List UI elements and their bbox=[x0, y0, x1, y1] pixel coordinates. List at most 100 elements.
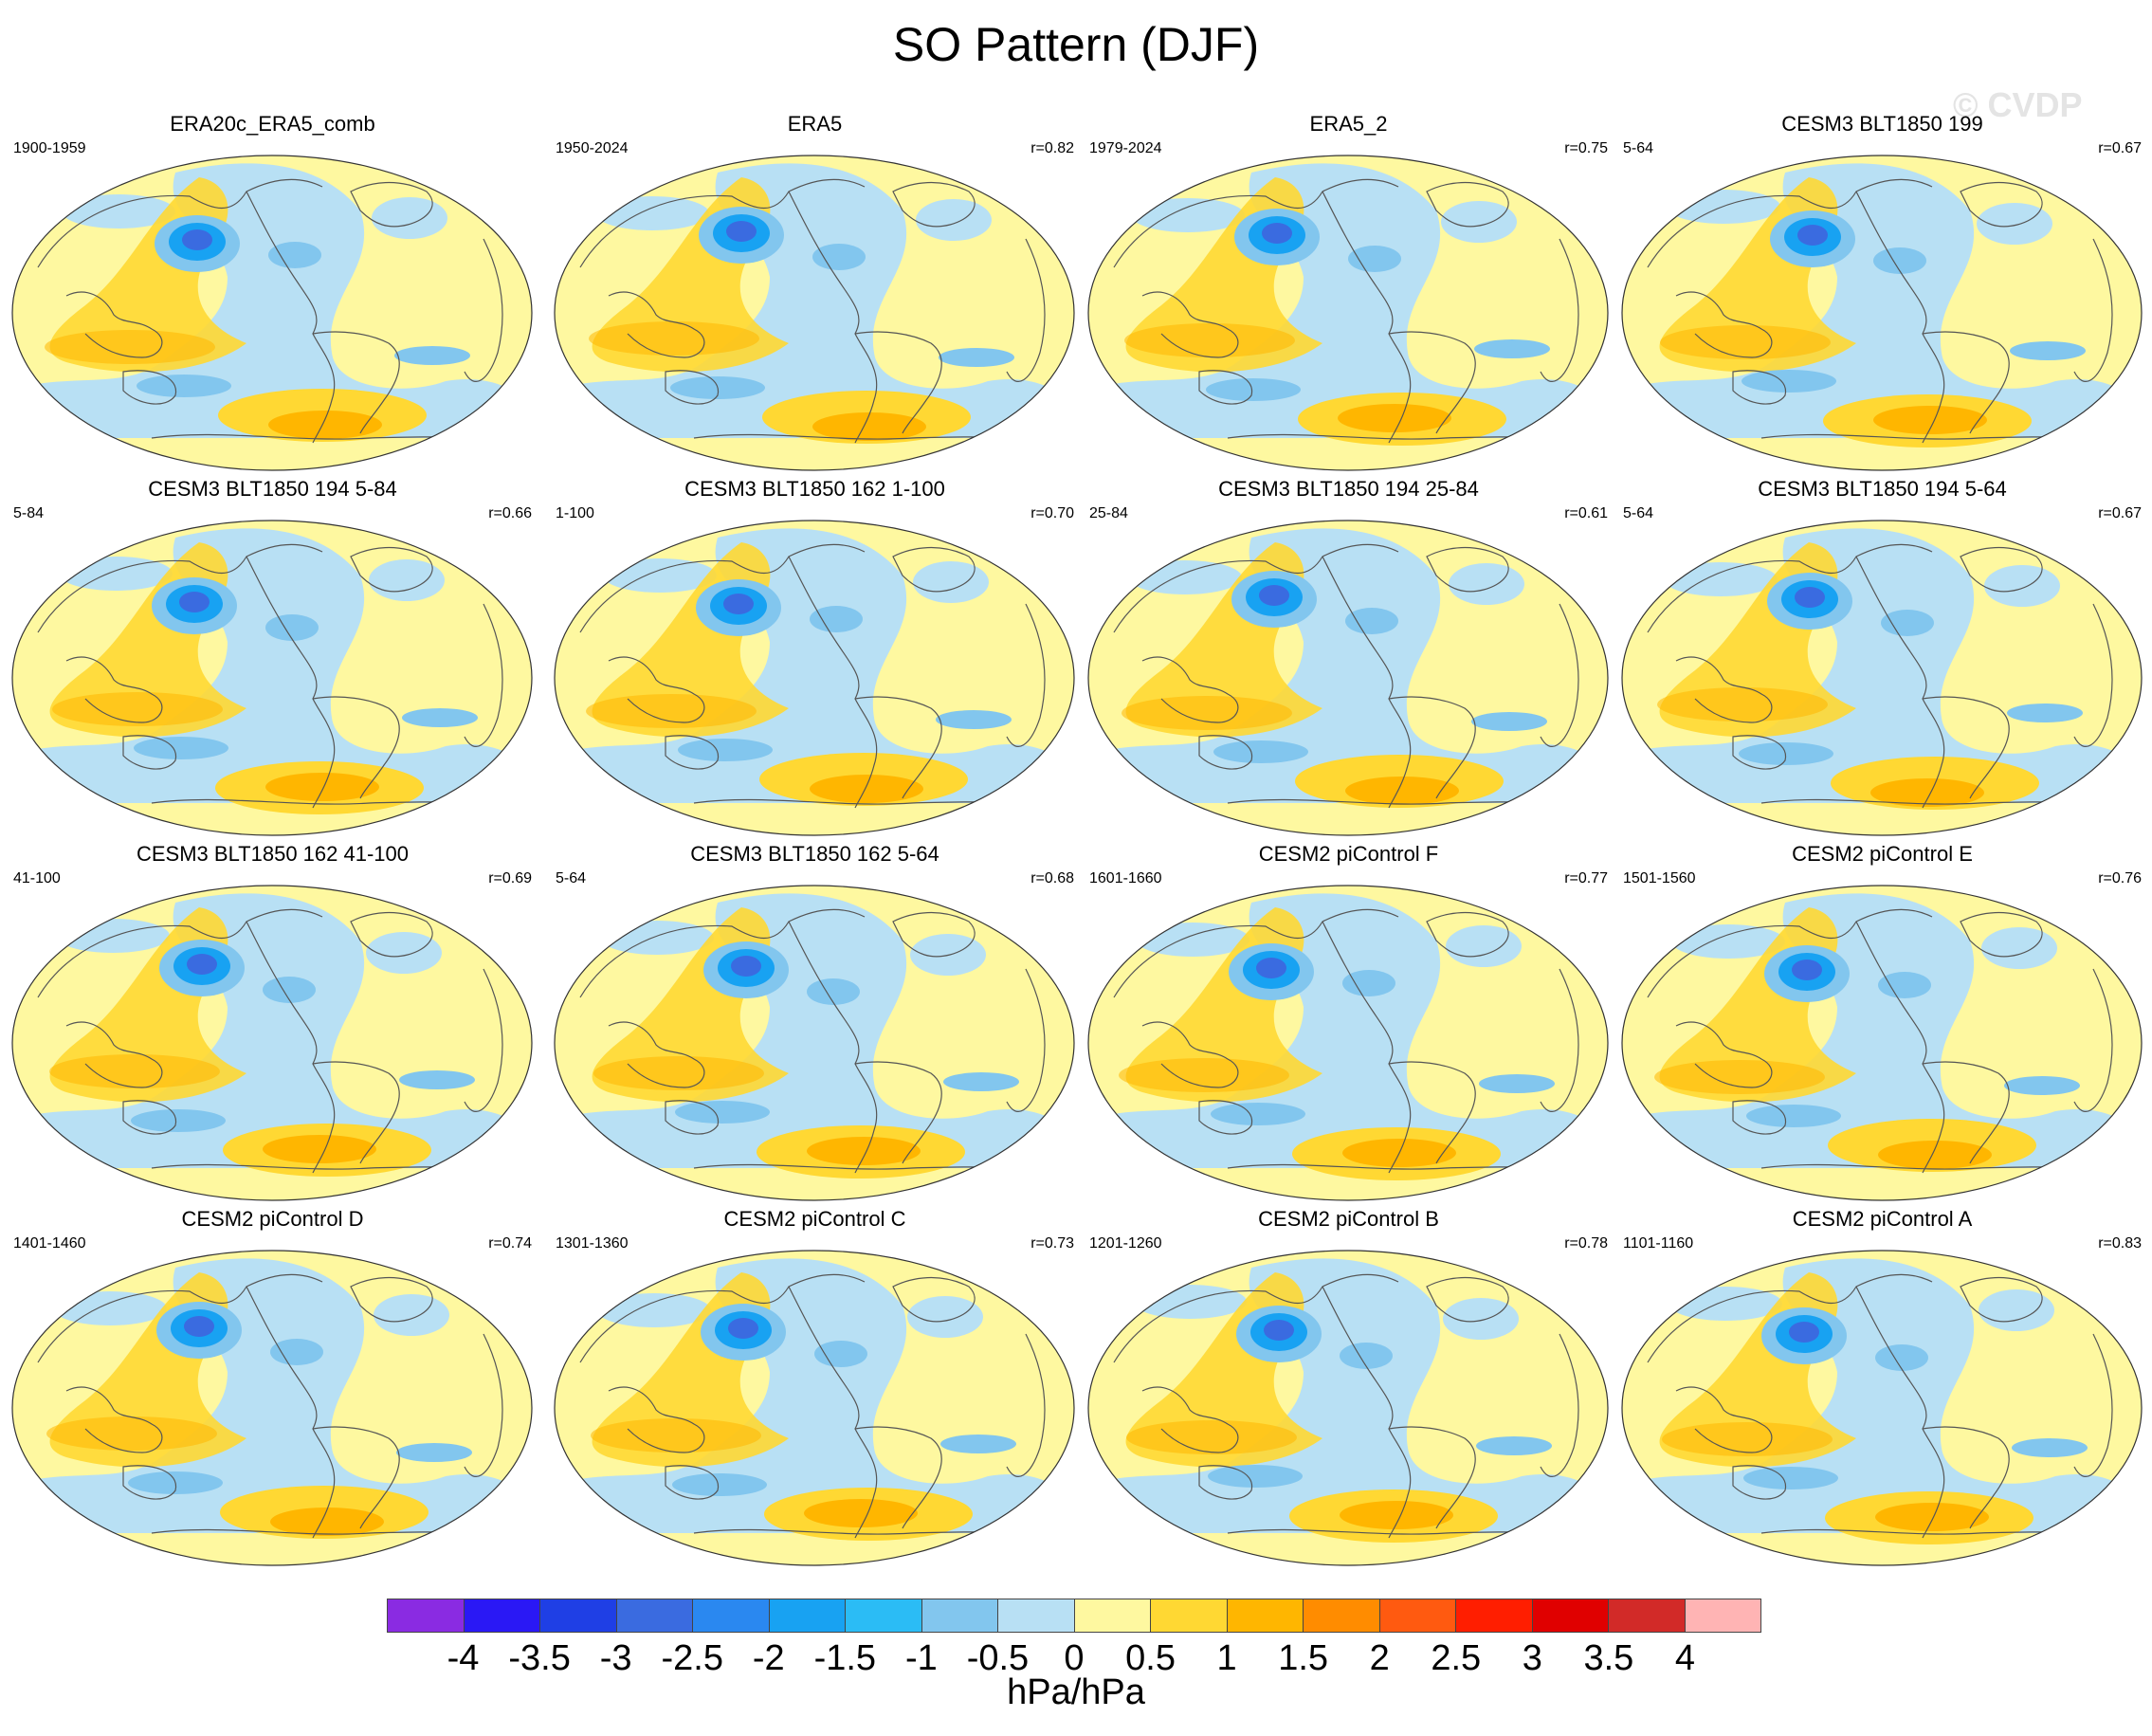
negative-anomaly-region bbox=[1088, 528, 1608, 803]
world-map bbox=[1087, 885, 1609, 1201]
map-border bbox=[1621, 520, 2143, 836]
eurasia-negative bbox=[62, 194, 175, 228]
map-border bbox=[11, 1250, 533, 1566]
map-panel: CESM3 BLT1850 162 5-64 5-64 r=0.68 bbox=[552, 842, 1078, 1202]
aleutian-low-core bbox=[187, 954, 217, 975]
colorbar-tick-label: -3.5 bbox=[508, 1638, 571, 1678]
south-pacific-negative bbox=[131, 1109, 226, 1132]
map-border bbox=[1621, 155, 2143, 471]
world-map bbox=[554, 885, 1075, 1201]
panel-pattern-correlation: r=0.68 bbox=[1030, 870, 1074, 886]
colorbar bbox=[387, 1599, 1761, 1633]
maritime-continent-positive bbox=[1662, 1422, 1833, 1456]
world-map bbox=[11, 520, 533, 836]
eurasia-negative bbox=[1128, 560, 1242, 594]
southern-ocean-positive-core bbox=[263, 1135, 376, 1163]
negative-anomaly-region bbox=[1622, 893, 2142, 1168]
colorbar-box bbox=[1227, 1599, 1304, 1632]
north-atlantic-negative bbox=[1979, 1289, 2054, 1331]
panel-pattern-correlation: r=0.75 bbox=[1564, 140, 1608, 156]
south-atlantic-negative bbox=[2012, 1438, 2088, 1457]
panel-year-range: 1601-1660 bbox=[1089, 870, 1162, 886]
south-atlantic-negative bbox=[399, 1070, 475, 1089]
world-map bbox=[1087, 1250, 1609, 1566]
eurasia-negative bbox=[1131, 198, 1245, 232]
southern-ocean-positive-core bbox=[1340, 1501, 1453, 1529]
panel-title: ERA20c_ERA5_comb bbox=[170, 112, 375, 136]
aleutian-low-core bbox=[723, 594, 754, 614]
southern-ocean-positive-core bbox=[812, 412, 926, 441]
panel-year-range: 1950-2024 bbox=[556, 140, 629, 156]
colorbar-tick-label: 0 bbox=[1064, 1638, 1085, 1678]
colorbar-units-label: hPa/hPa bbox=[1007, 1672, 1145, 1712]
panel-pattern-correlation: r=0.78 bbox=[1564, 1235, 1608, 1252]
southern-ocean-positive-core bbox=[810, 775, 923, 803]
panel-pattern-correlation: r=0.83 bbox=[2098, 1235, 2142, 1252]
maritime-continent-positive bbox=[591, 1418, 761, 1453]
map-panel: ERA20c_ERA5_comb 1900-1959 bbox=[9, 112, 536, 472]
map-panel: CESM2 piControl F 1601-1660 r=0.77 bbox=[1085, 842, 1612, 1202]
north-america-negative bbox=[263, 977, 316, 1003]
southern-ocean-positive-core bbox=[1878, 1141, 1992, 1169]
negative-anomaly-region bbox=[12, 528, 532, 803]
southern-ocean-positive-core bbox=[1875, 1503, 1989, 1531]
colorbar-tick-label: 4 bbox=[1674, 1638, 1696, 1678]
north-america-negative bbox=[1340, 1343, 1393, 1369]
north-america-negative bbox=[1878, 972, 1931, 998]
south-atlantic-negative bbox=[402, 708, 478, 727]
north-america-negative bbox=[807, 978, 860, 1005]
negative-anomaly-region bbox=[555, 893, 1074, 1168]
aleutian-low-core bbox=[1264, 1320, 1294, 1341]
southern-ocean-positive-core bbox=[1345, 777, 1459, 805]
panel-title: CESM2 piControl C bbox=[723, 1207, 906, 1231]
panel-year-range: 1501-1560 bbox=[1623, 870, 1696, 886]
maritime-continent-positive bbox=[589, 321, 759, 356]
maritime-continent-positive bbox=[49, 1054, 220, 1088]
panel-title: CESM2 piControl D bbox=[181, 1207, 364, 1231]
colorbar-box bbox=[1456, 1599, 1533, 1632]
aleutian-low-core bbox=[179, 592, 210, 612]
panel-title: CESM2 piControl F bbox=[1258, 842, 1439, 866]
aleutian-low-core bbox=[1792, 959, 1822, 980]
world-map bbox=[1621, 520, 2143, 836]
south-atlantic-negative bbox=[939, 348, 1014, 367]
map-panel: CESM3 BLT1850 199 5-64 r=0.67 bbox=[1619, 112, 2145, 472]
north-america-negative bbox=[1873, 247, 1926, 274]
eurasia-negative bbox=[597, 1293, 711, 1327]
world-map bbox=[1621, 885, 2143, 1201]
coastlines bbox=[1647, 1273, 2113, 1539]
colorbar-box bbox=[1609, 1599, 1686, 1632]
negative-anomaly-region bbox=[1622, 163, 2142, 438]
south-pacific-negative bbox=[675, 1101, 770, 1124]
colorbar-box bbox=[1379, 1599, 1456, 1632]
north-america-negative bbox=[270, 1339, 323, 1365]
maritime-continent-positive bbox=[1660, 325, 1831, 359]
panel-pattern-correlation: r=0.74 bbox=[488, 1235, 532, 1252]
panel-title: CESM3 BLT1850 162 1-100 bbox=[684, 477, 945, 501]
map-panel: ERA5_2 1979-2024 r=0.75 bbox=[1085, 112, 1612, 472]
panel-year-range: 5-84 bbox=[13, 505, 45, 521]
figure-title: SO Pattern (DJF) bbox=[892, 18, 1260, 71]
north-america-negative bbox=[1342, 970, 1395, 996]
coastlines bbox=[37, 543, 503, 809]
world-map bbox=[11, 1250, 533, 1566]
negative-anomaly-region bbox=[555, 528, 1074, 803]
south-pacific-negative bbox=[134, 737, 228, 759]
panel-title: CESM3 BLT1850 199 bbox=[1781, 112, 1983, 136]
southern-ocean-positive-core bbox=[804, 1499, 918, 1527]
south-atlantic-negative bbox=[940, 1434, 1016, 1453]
maritime-continent-positive bbox=[52, 692, 223, 726]
negative-anomaly-region bbox=[1088, 1258, 1608, 1533]
eurasia-negative bbox=[1671, 924, 1785, 959]
panel-pattern-correlation: r=0.61 bbox=[1564, 505, 1608, 521]
south-pacific-negative bbox=[1743, 1467, 1838, 1489]
negative-anomaly-region bbox=[12, 893, 532, 1168]
north-atlantic-negative bbox=[1984, 565, 2060, 607]
world-map bbox=[554, 1250, 1075, 1566]
south-atlantic-negative bbox=[1476, 1436, 1552, 1455]
coastlines bbox=[37, 908, 503, 1174]
aleutian-low-core bbox=[184, 1316, 214, 1337]
south-pacific-negative bbox=[1211, 1103, 1305, 1125]
panel-year-range: 5-64 bbox=[1623, 140, 1654, 156]
negative-anomaly-region bbox=[1088, 163, 1608, 438]
